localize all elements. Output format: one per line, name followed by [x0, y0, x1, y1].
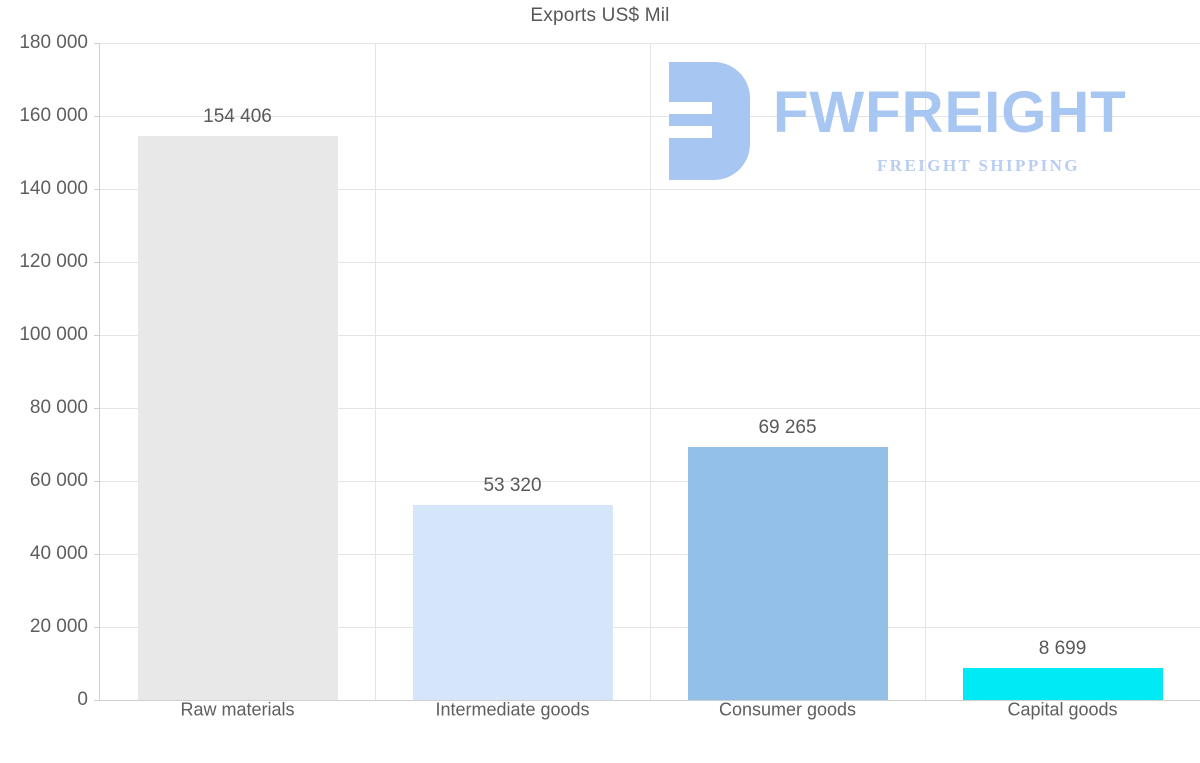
bar-value-label: 154 406: [203, 106, 272, 128]
x-axis-label: Intermediate goods: [435, 699, 590, 720]
x-axis-line: [99, 700, 1200, 701]
gridline-vertical: [650, 43, 651, 700]
bar[interactable]: [412, 505, 613, 700]
y-axis-line: [99, 43, 100, 701]
bar[interactable]: [687, 447, 888, 700]
y-axis-tick: [94, 116, 100, 117]
x-axis-label: Raw materials: [180, 699, 295, 720]
y-axis-tick: [94, 408, 100, 409]
chart-title: Exports US$ Mil: [530, 5, 670, 26]
bar[interactable]: [137, 136, 338, 700]
y-axis-label: 80 000: [29, 397, 88, 418]
x-axis-label: Consumer goods: [718, 699, 857, 720]
y-axis-label: 160 000: [19, 105, 88, 126]
y-axis-tick: [94, 189, 100, 190]
y-axis-label: 140 000: [19, 178, 88, 199]
y-axis-tick: [94, 700, 100, 701]
bar-value-label: 53 320: [483, 475, 542, 497]
y-axis-label: 120 000: [19, 251, 88, 272]
y-axis-label: 0: [77, 689, 88, 710]
y-axis-label: 180 000: [19, 32, 88, 53]
plot-area: 154 406 53 320 69 265 8 699: [94, 43, 1200, 701]
bar[interactable]: [962, 668, 1163, 700]
y-axis-tick: [94, 262, 100, 263]
gridline-vertical: [925, 43, 926, 700]
y-axis-label: 40 000: [29, 543, 88, 564]
y-axis-label: 20 000: [29, 616, 88, 637]
y-axis-tick: [94, 627, 100, 628]
x-axis-label: Capital goods: [1007, 699, 1118, 720]
y-axis-label: 100 000: [19, 324, 88, 345]
bar-value-label: 8 699: [1038, 638, 1087, 660]
y-axis-label: 60 000: [29, 470, 88, 491]
y-axis-tick: [94, 481, 100, 482]
y-axis-tick: [94, 554, 100, 555]
y-axis-tick: [94, 43, 100, 44]
y-axis-tick: [94, 335, 100, 336]
bar-value-label: 69 265: [758, 417, 817, 439]
gridline-vertical: [375, 43, 376, 700]
